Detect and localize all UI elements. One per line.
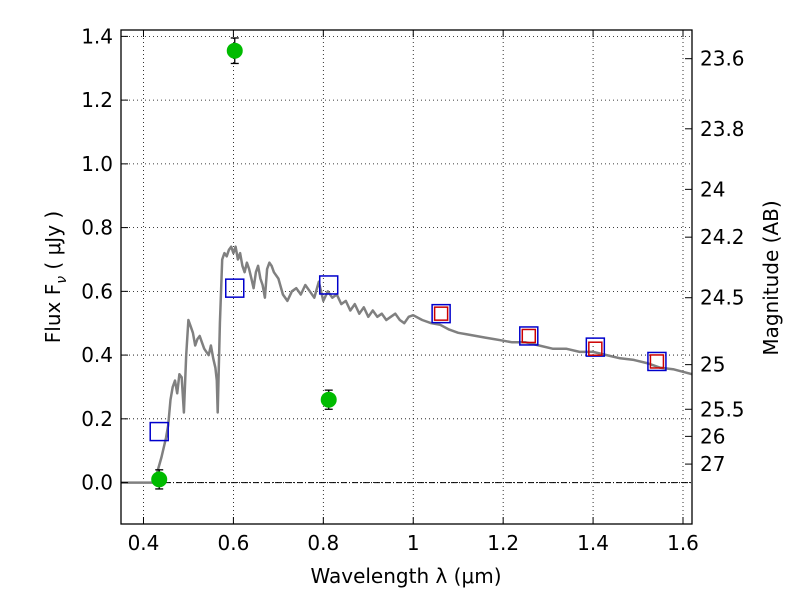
right-tick-label: 23.6 xyxy=(700,47,745,71)
y-tick-label: 1.4 xyxy=(81,24,113,48)
right-axis: 23.6 23.8 24 24.2 24.5 25 25.5 26 27 xyxy=(685,47,745,476)
right-tick-label: 27 xyxy=(700,452,725,476)
x-tick-label: 1 xyxy=(407,531,420,555)
plot-frame xyxy=(120,29,693,525)
model-photometry-point xyxy=(149,421,169,442)
model-photometry-point xyxy=(519,326,539,346)
y-axis-label: Flux Fν ( μJy ) xyxy=(41,211,70,343)
x-tick-label: 1.4 xyxy=(577,531,609,555)
x-tick-label: 1.6 xyxy=(667,531,699,555)
x-tick-label: 0.4 xyxy=(128,531,160,555)
right-axis-label: Magnitude (AB) xyxy=(759,200,783,355)
y-tick-label: 0.4 xyxy=(81,343,113,367)
model-photometry-point xyxy=(431,303,451,324)
y-tick-label: 0.0 xyxy=(81,471,113,495)
right-tick-label: 25 xyxy=(700,353,725,377)
observed-square-point xyxy=(649,354,665,369)
model-photometry-point xyxy=(647,351,667,372)
model-photometry-point xyxy=(225,278,245,298)
observed-flux-point xyxy=(320,391,337,408)
model-line-group xyxy=(121,245,693,484)
observed-flux-point xyxy=(226,42,243,59)
sed-model-line xyxy=(121,245,693,484)
y-axis-label-unit: ( μJy ) xyxy=(41,211,65,276)
right-tick-label: 24 xyxy=(700,177,725,201)
observed-flux-point xyxy=(151,471,168,488)
x-axis: 0.4 0.6 0.8 1 1.2 1.4 1.6 xyxy=(128,30,699,555)
right-tick-label: 26 xyxy=(700,424,725,448)
y-axis: 0.0 0.2 0.4 0.6 0.8 1.0 1.2 1.4 xyxy=(81,24,128,495)
y-tick-label: 1.0 xyxy=(81,152,113,176)
observed-square-point xyxy=(433,306,449,321)
x-tick-label: 0.6 xyxy=(217,531,249,555)
y-tick-label: 1.2 xyxy=(81,88,113,112)
model-photometry-point xyxy=(585,337,606,357)
plot-background xyxy=(121,30,692,524)
markers-group xyxy=(149,37,667,490)
x-tick-label: 1.2 xyxy=(487,531,519,555)
y-axis-label-subscript: ν xyxy=(54,276,70,284)
model-photometry-point xyxy=(318,275,339,295)
y-tick-label: 0.2 xyxy=(81,407,113,431)
right-tick-label: 25.5 xyxy=(700,397,745,421)
y-axis-label-main: Flux F xyxy=(41,284,65,343)
y-tick-label: 0.8 xyxy=(81,216,113,240)
x-tick-label: 0.8 xyxy=(307,531,339,555)
y-tick-label: 0.6 xyxy=(81,279,113,303)
x-axis-label: Wavelength λ (μm) xyxy=(310,564,501,588)
right-tick-label: 24.5 xyxy=(700,286,745,310)
observed-square-point xyxy=(521,328,537,344)
observed-square-point xyxy=(588,341,603,356)
right-tick-label: 23.8 xyxy=(700,117,745,141)
right-tick-label: 24.2 xyxy=(700,225,745,249)
